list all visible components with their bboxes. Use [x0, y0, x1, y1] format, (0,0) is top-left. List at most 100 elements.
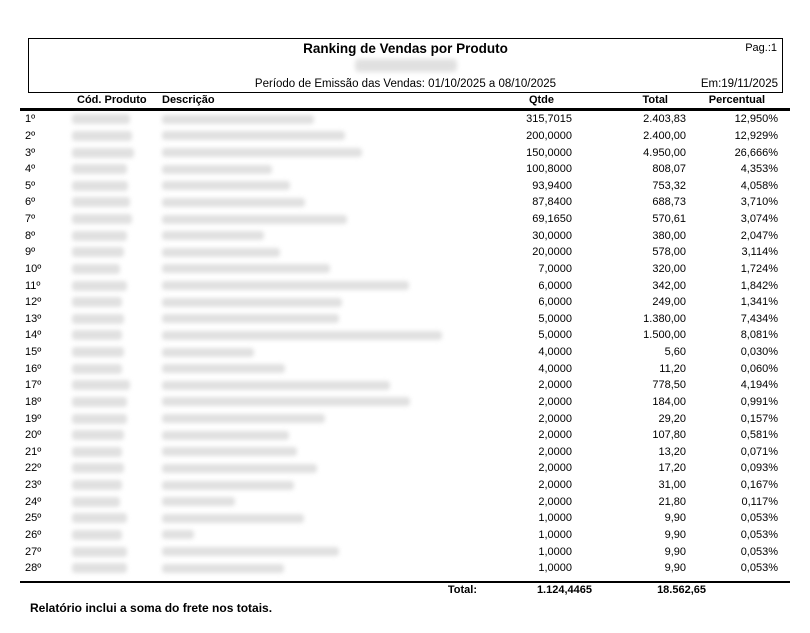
percent-cell: 0,030%	[740, 346, 778, 359]
percent-cell: 4,058%	[740, 179, 778, 192]
rank-cell: 26º	[25, 528, 42, 541]
product-code-redacted	[72, 247, 124, 258]
product-code-redacted	[72, 280, 127, 291]
qty-cell: 2,0000	[538, 479, 572, 492]
percent-cell: 3,114%	[741, 246, 779, 259]
table-row: 27º 1,0000 9,90 0,053%	[20, 543, 790, 560]
qty-cell: 2,0000	[538, 395, 572, 408]
table-row: 4º 100,8000 808,07 4,353%	[20, 161, 790, 178]
product-code-cell	[67, 413, 162, 424]
product-code-redacted	[72, 430, 124, 441]
table-row: 18º 2,0000 184,00 0,991%	[20, 394, 790, 411]
description-cell	[162, 480, 442, 490]
table-row: 9º 20,0000 578,00 3,114%	[20, 244, 790, 261]
product-code-cell	[67, 313, 162, 324]
description-cell	[162, 347, 442, 357]
table-row: 23º 2,0000 31,00 0,167%	[20, 477, 790, 494]
qty-cell: 20,0000	[532, 246, 572, 259]
product-code-redacted	[72, 214, 132, 225]
product-code-redacted	[72, 147, 134, 158]
qty-cell: 7,0000	[538, 262, 572, 275]
product-code-redacted	[72, 396, 127, 407]
description-redacted	[162, 414, 325, 424]
rank-cell: 19º	[25, 412, 42, 425]
rank-cell: 18º	[25, 395, 42, 408]
description-redacted	[162, 197, 305, 207]
qty-cell: 2,0000	[538, 379, 572, 392]
table-row: 12º 6,0000 249,00 1,341%	[20, 294, 790, 311]
total-cell: 2.403,83	[643, 113, 686, 126]
qty-cell: 69,1650	[532, 213, 572, 226]
product-code-redacted	[72, 313, 124, 324]
product-code-redacted	[72, 563, 127, 574]
qty-cell: 6,0000	[538, 279, 572, 292]
table-row: 6º 87,8400 688,73 3,710%	[20, 194, 790, 211]
rank-cell: 1º	[25, 113, 36, 126]
table-row: 25º 1,0000 9,90 0,053%	[20, 510, 790, 527]
total-cell: 9,90	[664, 562, 686, 575]
total-cell: 249,00	[652, 296, 686, 309]
percent-cell: 0,167%	[740, 479, 778, 492]
description-cell	[162, 513, 442, 523]
rank-cell: 27º	[25, 545, 42, 558]
percent-cell: 7,434%	[740, 312, 778, 325]
rank-cell: 6º	[25, 196, 36, 209]
qty-cell: 1,0000	[538, 545, 572, 558]
total-cell: 4.950,00	[643, 146, 686, 159]
description-redacted	[162, 164, 272, 174]
description-redacted	[162, 347, 254, 357]
total-cell: 778,50	[652, 379, 686, 392]
column-header-qty: Qtde	[528, 94, 554, 106]
table-row: 2º 200,0000 2.400,00 12,929%	[20, 128, 790, 145]
percent-cell: 1,842%	[740, 279, 778, 292]
period-line: Período de Emissão das Vendas: 01/10/202…	[254, 78, 557, 90]
total-cell: 808,07	[652, 163, 686, 176]
page-number: Pag.:1	[745, 42, 777, 54]
table-row: 15º 4,0000 5,60 0,030%	[20, 344, 790, 361]
table-row: 10º 7,0000 320,00 1,724%	[20, 261, 790, 278]
table-row: 1º 315,7015 2.403,83 12,950%	[20, 111, 790, 128]
description-redacted	[162, 380, 390, 390]
description-cell	[162, 397, 442, 407]
description-redacted	[162, 181, 290, 191]
description-redacted	[162, 330, 442, 340]
table-row: 17º 2,0000 778,50 4,194%	[20, 377, 790, 394]
product-code-redacted	[72, 347, 124, 358]
description-redacted	[162, 430, 289, 440]
table-row: 13º 5,0000 1.380,00 7,434%	[20, 311, 790, 328]
total-cell: 29,20	[658, 412, 686, 425]
product-code-redacted	[72, 230, 127, 241]
total-separator-line	[20, 581, 790, 583]
report-title: Ranking de Vendas por Produto	[303, 41, 508, 56]
column-header-rank	[20, 94, 67, 108]
description-redacted	[162, 397, 410, 407]
description-redacted	[162, 247, 280, 257]
qty-cell: 87,8400	[532, 196, 572, 209]
percent-cell: 0,053%	[740, 562, 778, 575]
total-cell: 380,00	[652, 229, 686, 242]
description-cell	[162, 447, 442, 457]
table-row: 5º 93,9400 753,32 4,058%	[20, 178, 790, 195]
product-code-cell	[67, 430, 162, 441]
product-code-redacted	[72, 330, 122, 341]
percent-cell: 2,047%	[740, 229, 778, 242]
total-cell: 578,00	[652, 246, 686, 259]
description-cell	[162, 231, 442, 241]
percent-cell: 1,724%	[740, 262, 778, 275]
qty-cell: 1,0000	[538, 512, 572, 525]
product-code-cell	[67, 463, 162, 474]
rank-cell: 10º	[25, 262, 42, 275]
rank-cell: 11º	[25, 279, 41, 292]
description-redacted	[162, 297, 342, 307]
rank-cell: 17º	[25, 379, 42, 392]
description-redacted	[162, 148, 362, 158]
product-code-cell	[67, 347, 162, 358]
qty-cell: 2,0000	[538, 445, 572, 458]
description-cell	[162, 330, 442, 340]
description-redacted	[162, 530, 194, 540]
percent-cell: 0,053%	[740, 528, 778, 541]
rank-cell: 9º	[25, 246, 36, 259]
totals-label: Total:	[447, 584, 477, 596]
product-code-cell	[67, 480, 162, 491]
total-cell: 21,80	[658, 495, 686, 508]
